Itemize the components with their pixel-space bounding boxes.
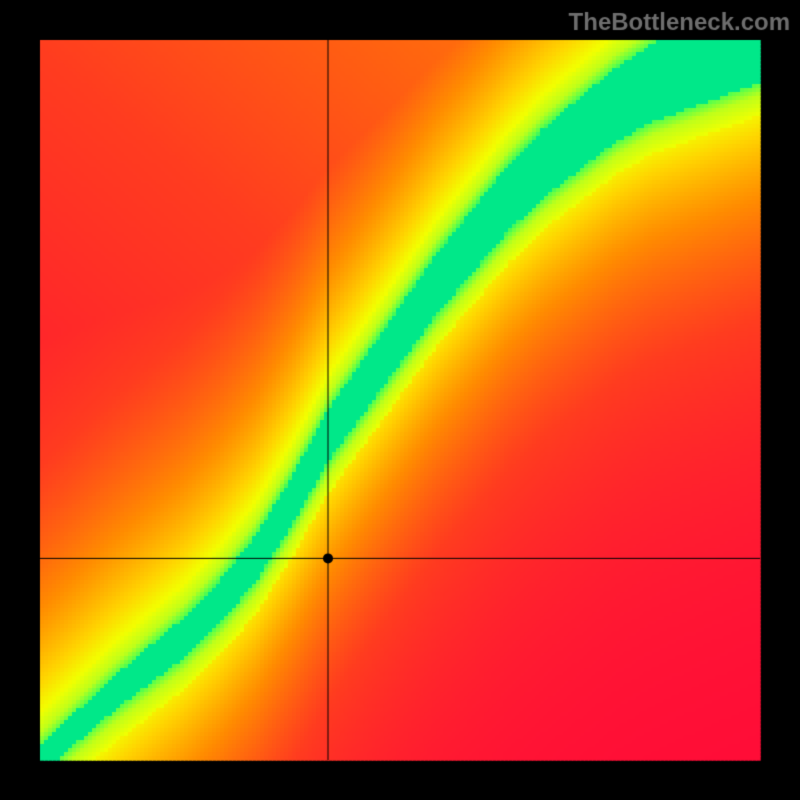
bottleneck-heatmap — [0, 0, 800, 800]
chart-container — [0, 0, 800, 800]
